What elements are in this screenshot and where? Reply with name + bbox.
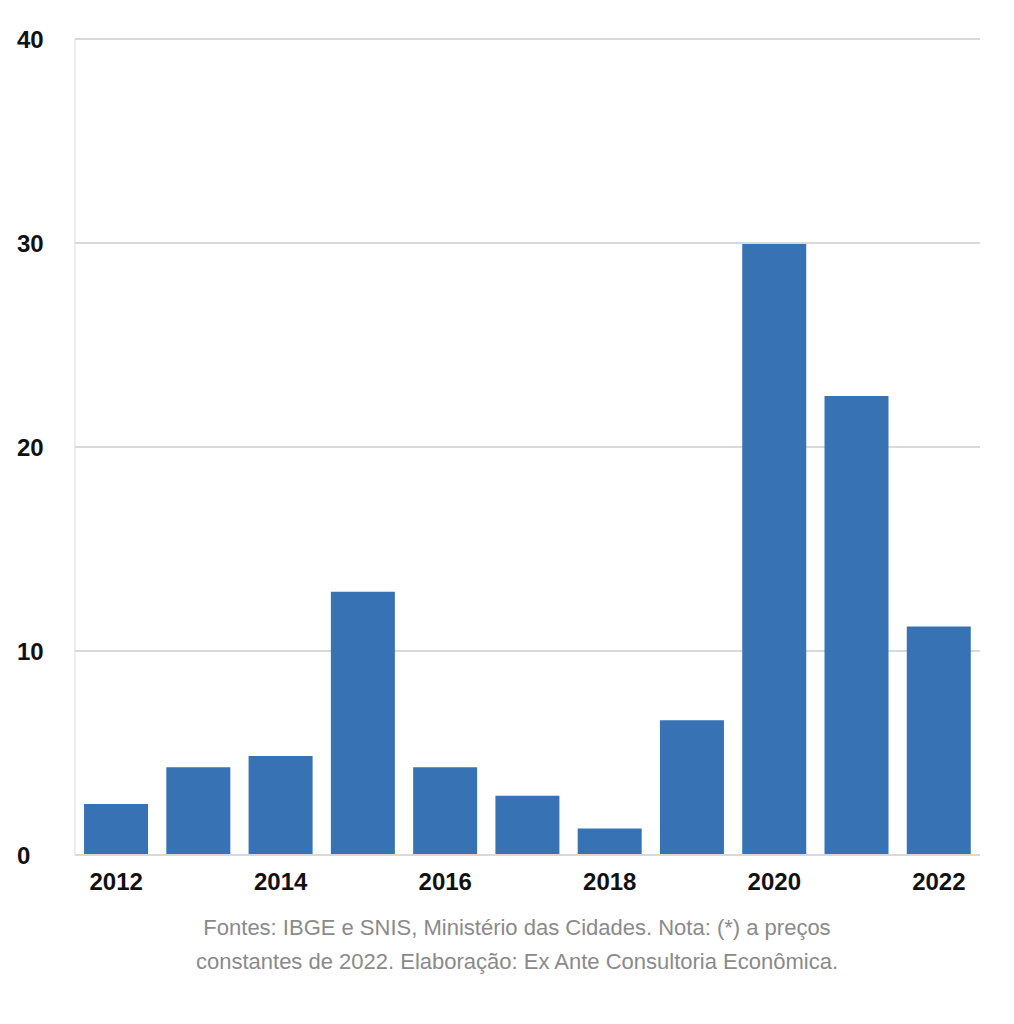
svg-text:0: 0: [17, 842, 30, 869]
svg-text:2022: 2022: [912, 868, 965, 895]
svg-text:2014: 2014: [254, 868, 308, 895]
html-text:constantes de 2022. Elaboração: constantes de 2022. Elaboração: Ex Ante …: [196, 949, 838, 974]
svg-text:30: 30: [17, 230, 44, 257]
svg-text:10: 10: [17, 638, 44, 665]
svg-text:2016: 2016: [419, 868, 472, 895]
svg-text:2020: 2020: [748, 868, 801, 895]
svg-text:2012: 2012: [89, 868, 142, 895]
html-text:Fontes: IBGE e SNIS, Ministéri: Fontes: IBGE e SNIS, Ministério das Cida…: [203, 915, 831, 940]
svg-text:40: 40: [17, 26, 44, 53]
svg-text:2018: 2018: [583, 868, 636, 895]
svg-text:20: 20: [17, 434, 44, 461]
